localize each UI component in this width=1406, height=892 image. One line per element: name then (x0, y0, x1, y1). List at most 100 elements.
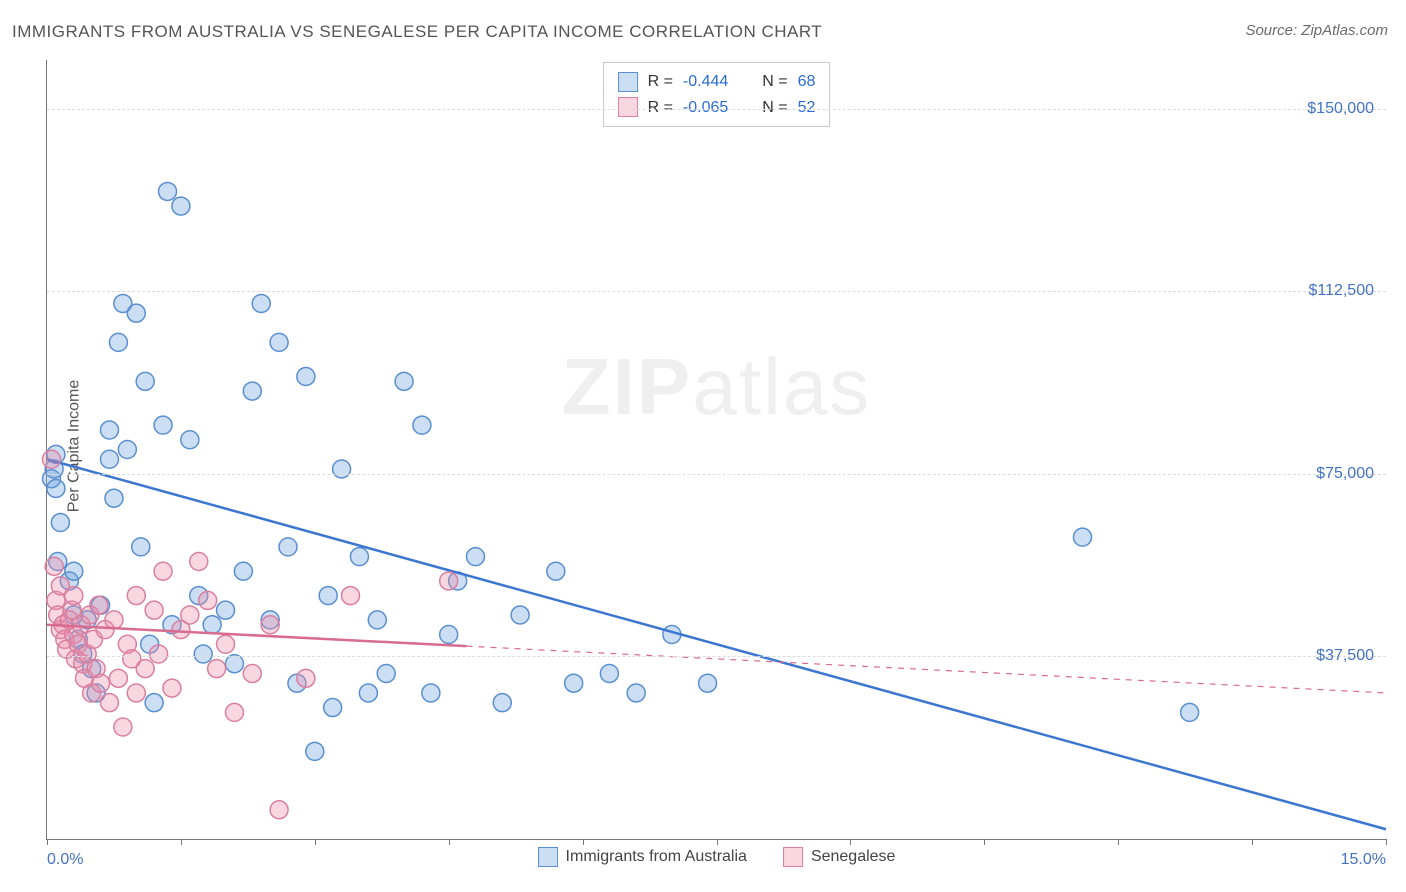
data-point-senegalese (100, 694, 118, 712)
x-axis-max-label: 15.0% (1341, 851, 1386, 869)
data-point-australia (600, 664, 618, 682)
data-point-australia (413, 416, 431, 434)
data-point-senegalese (105, 611, 123, 629)
stats-row-senegalese: R =-0.065N =52 (618, 95, 816, 121)
x-axis-min-label: 0.0% (47, 851, 83, 869)
x-tick (315, 839, 316, 845)
data-point-australia (154, 416, 172, 434)
data-point-australia (51, 514, 69, 532)
legend: Immigrants from Australia Senegalese (538, 847, 896, 867)
data-point-australia (395, 372, 413, 390)
data-point-australia (145, 694, 163, 712)
data-point-australia (181, 431, 199, 449)
data-point-australia (109, 333, 127, 351)
data-point-senegalese (90, 596, 108, 614)
stat-r-value-senegalese: -0.065 (683, 95, 728, 121)
data-point-australia (359, 684, 377, 702)
stat-r-value-australia: -0.444 (683, 69, 728, 95)
data-point-senegalese (190, 552, 208, 570)
data-point-senegalese (114, 718, 132, 736)
x-tick (1252, 839, 1253, 845)
chart-title: IMMIGRANTS FROM AUSTRALIA VS SENEGALESE … (12, 22, 822, 42)
gridline (47, 291, 1386, 292)
plot-area: ZIPatlas R =-0.444N =68R =-0.065N =52 0.… (46, 60, 1386, 840)
x-tick (181, 839, 182, 845)
data-point-senegalese (127, 684, 145, 702)
chart-svg (47, 60, 1386, 839)
data-point-australia (466, 548, 484, 566)
data-point-australia (350, 548, 368, 566)
data-point-australia (368, 611, 386, 629)
legend-label-senegalese: Senegalese (811, 848, 896, 866)
data-point-senegalese (225, 703, 243, 721)
trend-line-australia (47, 459, 1386, 829)
data-point-australia (132, 538, 150, 556)
legend-item-australia: Immigrants from Australia (538, 847, 747, 867)
data-point-senegalese (261, 616, 279, 634)
data-point-australia (699, 674, 717, 692)
data-point-australia (105, 489, 123, 507)
source-attribution: Source: ZipAtlas.com (1245, 22, 1388, 39)
x-tick (717, 839, 718, 845)
data-point-australia (100, 450, 118, 468)
data-point-senegalese (42, 450, 60, 468)
data-point-australia (270, 333, 288, 351)
data-point-senegalese (342, 587, 360, 605)
legend-label-australia: Immigrants from Australia (566, 848, 747, 866)
data-point-senegalese (270, 801, 288, 819)
data-point-senegalese (154, 562, 172, 580)
data-point-senegalese (181, 606, 199, 624)
y-tick-label: $150,000 (1307, 100, 1374, 118)
data-point-australia (440, 626, 458, 644)
data-point-senegalese (208, 660, 226, 678)
data-point-senegalese (127, 587, 145, 605)
correlation-stats-box: R =-0.444N =68R =-0.065N =52 (603, 62, 831, 127)
x-tick (1386, 839, 1387, 845)
data-point-australia (319, 587, 337, 605)
data-point-australia (136, 372, 154, 390)
data-point-senegalese (150, 645, 168, 663)
y-tick-label: $75,000 (1316, 465, 1374, 483)
x-tick (984, 839, 985, 845)
data-point-australia (324, 699, 342, 717)
data-point-australia (493, 694, 511, 712)
x-tick (47, 839, 48, 845)
data-point-australia (627, 684, 645, 702)
data-point-australia (225, 655, 243, 673)
legend-swatch-senegalese (618, 97, 638, 117)
data-point-australia (1181, 703, 1199, 721)
data-point-senegalese (217, 635, 235, 653)
legend-swatch-australia (618, 72, 638, 92)
stat-n-value-australia: 68 (798, 69, 816, 95)
data-point-australia (297, 367, 315, 385)
data-point-australia (333, 460, 351, 478)
x-tick (583, 839, 584, 845)
x-tick (449, 839, 450, 845)
y-tick-label: $112,500 (1308, 282, 1374, 300)
data-point-australia (118, 441, 136, 459)
data-point-australia (511, 606, 529, 624)
x-tick (1118, 839, 1119, 845)
data-point-australia (243, 382, 261, 400)
data-point-australia (547, 562, 565, 580)
data-point-senegalese (45, 557, 63, 575)
data-point-australia (306, 742, 324, 760)
data-point-australia (127, 304, 145, 322)
gridline (47, 656, 1386, 657)
data-point-australia (65, 562, 83, 580)
gridline (47, 474, 1386, 475)
stat-r-label: R = (648, 69, 673, 95)
stat-n-label: N = (762, 69, 787, 95)
data-point-senegalese (109, 669, 127, 687)
data-point-senegalese (199, 591, 217, 609)
data-point-australia (47, 479, 65, 497)
legend-swatch-senegalese (783, 847, 803, 867)
stat-n-label: N = (762, 95, 787, 121)
data-point-senegalese (440, 572, 458, 590)
data-point-australia (252, 294, 270, 312)
data-point-senegalese (297, 669, 315, 687)
data-point-australia (377, 664, 395, 682)
data-point-australia (279, 538, 297, 556)
data-point-australia (217, 601, 235, 619)
stat-r-label: R = (648, 95, 673, 121)
